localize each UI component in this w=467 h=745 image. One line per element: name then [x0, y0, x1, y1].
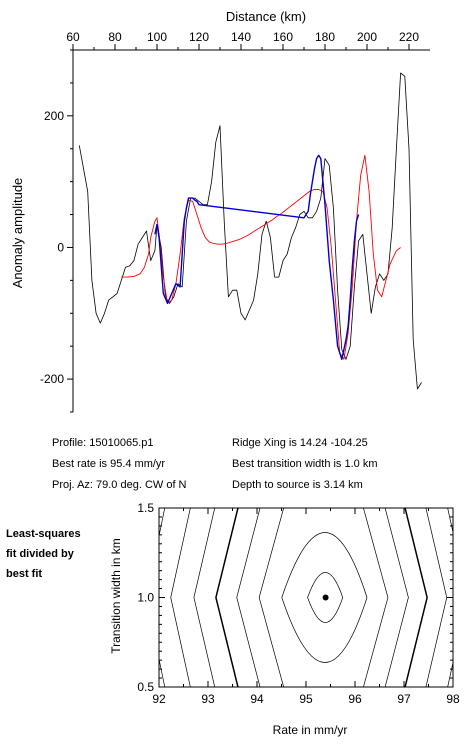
- contour-lines: [37, 508, 467, 687]
- x-tick-label: 100: [147, 30, 167, 44]
- observed-profile-line: [78, 72, 422, 390]
- fit-window-line: [154, 154, 360, 360]
- x-tick-label: 95: [299, 692, 313, 706]
- x-tick-label: 60: [66, 30, 80, 44]
- x-axis-label: Distance (km): [226, 9, 306, 24]
- x-tick-label: 200: [357, 30, 377, 44]
- y-axis-label: Transition width in km: [109, 538, 123, 654]
- rate-text: Best rate is 95.4 mm/yr: [52, 458, 166, 470]
- misfit-contour: [215, 508, 428, 687]
- x-tick-label: 92: [152, 692, 166, 706]
- x-tick-label: 180: [315, 30, 335, 44]
- best-fit-point: [322, 594, 329, 601]
- profile-text: Profile: 15010065.p1: [52, 437, 154, 449]
- anomaly-profile-chart: Distance (km) Anomaly amplitude 60 80 100 1…: [10, 9, 430, 413]
- y-tick-label: 1.5: [137, 501, 154, 515]
- caption-line: fit divided by: [6, 548, 74, 560]
- x-tick-label: 93: [201, 692, 215, 706]
- azimuth-text: Proj. Az: 79.0 deg. CW of N: [52, 479, 187, 491]
- y-tick-label: 0: [57, 240, 64, 254]
- misfit-contour: [159, 508, 166, 687]
- misfit-contour: [236, 508, 409, 687]
- caption-line: best fit: [6, 568, 43, 580]
- misfit-contour-chart: Rate in mm/yr Transition width in km 92 9…: [37, 501, 467, 737]
- x-tick-label: 96: [348, 692, 362, 706]
- x-axis-label: Rate in mm/yr: [273, 723, 348, 737]
- width-text: Best transition width is 1.0 km: [232, 458, 378, 470]
- plot-frame: [158, 507, 454, 688]
- y-tick-label: 0.5: [137, 680, 154, 694]
- x-tick-label: 97: [397, 692, 411, 706]
- y-axis-label: Anomaly amplitude: [10, 178, 25, 289]
- misfit-contour: [258, 508, 389, 687]
- x-tick-label: 94: [250, 692, 264, 706]
- ridge-text: Ridge Xing is 14.24 -104.25: [232, 437, 368, 449]
- x-tick-label: 120: [189, 30, 209, 44]
- misfit-contour: [66, 508, 467, 687]
- x-tick-label: 160: [273, 30, 293, 44]
- depth-text: Depth to source is 3.14 km: [232, 479, 363, 491]
- misfit-contour: [281, 532, 368, 663]
- caption-line: Least-squares: [6, 528, 81, 540]
- y-tick-label: -200: [40, 372, 64, 386]
- misfit-contour: [193, 508, 448, 687]
- misfit-contour: [307, 572, 344, 623]
- x-tick-label: 80: [108, 30, 122, 44]
- misfit-contour: [121, 508, 467, 687]
- x-tick-label: 98: [446, 692, 460, 706]
- y-tick-label: 200: [44, 109, 64, 123]
- misfit-contour: [37, 508, 467, 687]
- x-tick-label: 140: [231, 30, 251, 44]
- y-tick-label: 1.0: [137, 591, 154, 605]
- misfit-contour: [170, 508, 453, 687]
- contour-caption: Least-squares fit divided by best fit: [6, 524, 81, 584]
- model-profile-line: [121, 154, 401, 360]
- x-tick-label: 220: [399, 30, 419, 44]
